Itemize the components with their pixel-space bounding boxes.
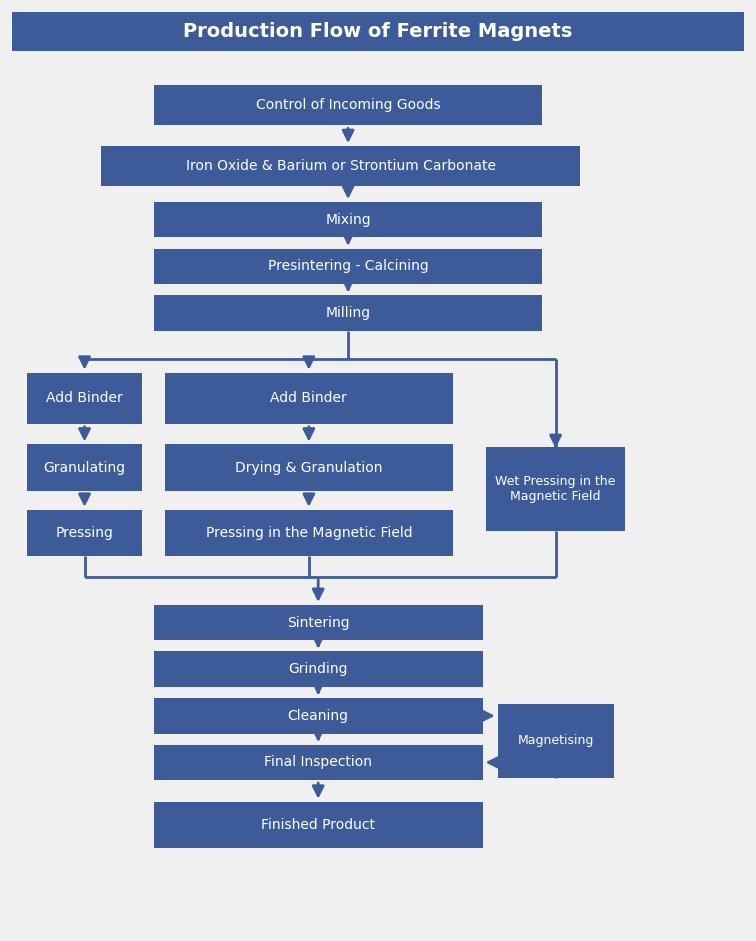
FancyBboxPatch shape xyxy=(165,510,453,556)
Text: Milling: Milling xyxy=(326,306,370,320)
FancyBboxPatch shape xyxy=(153,248,543,284)
Text: Finished Product: Finished Product xyxy=(261,818,375,832)
Text: Cleaning: Cleaning xyxy=(288,709,349,723)
Text: Mixing: Mixing xyxy=(325,213,371,227)
Text: Sintering: Sintering xyxy=(287,615,349,630)
FancyBboxPatch shape xyxy=(153,295,543,330)
Text: Magnetising: Magnetising xyxy=(517,735,593,747)
FancyBboxPatch shape xyxy=(497,704,614,778)
FancyBboxPatch shape xyxy=(153,202,543,237)
Text: Add Binder: Add Binder xyxy=(46,391,123,406)
Text: Grinding: Grinding xyxy=(289,662,348,677)
FancyBboxPatch shape xyxy=(153,651,482,687)
FancyBboxPatch shape xyxy=(153,605,482,640)
FancyBboxPatch shape xyxy=(101,146,580,186)
Text: Wet Pressing in the
Magnetic Field: Wet Pressing in the Magnetic Field xyxy=(495,475,615,503)
Text: Production Flow of Ferrite Magnets: Production Flow of Ferrite Magnets xyxy=(183,22,573,40)
Text: Final Inspection: Final Inspection xyxy=(264,756,372,770)
FancyBboxPatch shape xyxy=(153,698,482,734)
FancyBboxPatch shape xyxy=(165,444,453,491)
Text: Pressing in the Magnetic Field: Pressing in the Magnetic Field xyxy=(206,526,412,540)
FancyBboxPatch shape xyxy=(11,11,745,51)
FancyBboxPatch shape xyxy=(486,447,624,531)
Text: Add Binder: Add Binder xyxy=(271,391,347,406)
FancyBboxPatch shape xyxy=(153,744,482,780)
FancyBboxPatch shape xyxy=(26,373,142,423)
FancyBboxPatch shape xyxy=(153,802,482,848)
FancyBboxPatch shape xyxy=(26,444,142,491)
Text: Iron Oxide & Barium or Strontium Carbonate: Iron Oxide & Barium or Strontium Carbona… xyxy=(186,159,496,173)
FancyBboxPatch shape xyxy=(153,86,543,125)
Text: Control of Incoming Goods: Control of Incoming Goods xyxy=(256,99,441,112)
Text: Pressing: Pressing xyxy=(56,526,113,540)
Text: Drying & Granulation: Drying & Granulation xyxy=(235,461,383,474)
Text: Granulating: Granulating xyxy=(44,461,125,474)
FancyBboxPatch shape xyxy=(26,510,142,556)
FancyBboxPatch shape xyxy=(165,373,453,423)
Text: Presintering - Calcining: Presintering - Calcining xyxy=(268,260,429,273)
